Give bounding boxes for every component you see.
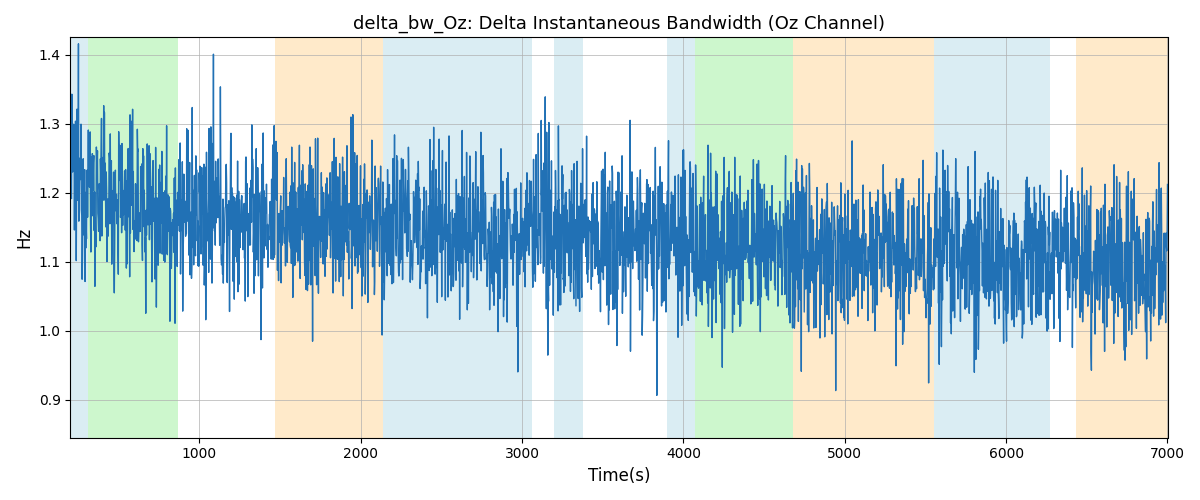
Bar [1075,38,1176,438]
X-axis label: Time(s): Time(s) [588,467,650,485]
Bar [275,38,383,438]
Title: delta_bw_Oz: Delta Instantaneous Bandwidth (Oz Channel): delta_bw_Oz: Delta Instantaneous Bandwid… [353,15,884,34]
Bar [667,38,695,438]
Bar [554,38,583,438]
Bar [88,38,179,438]
Bar [695,38,793,438]
Bar [793,38,934,438]
Bar [934,38,1050,438]
Bar [71,38,88,438]
Bar [383,38,532,438]
Y-axis label: Hz: Hz [14,227,32,248]
